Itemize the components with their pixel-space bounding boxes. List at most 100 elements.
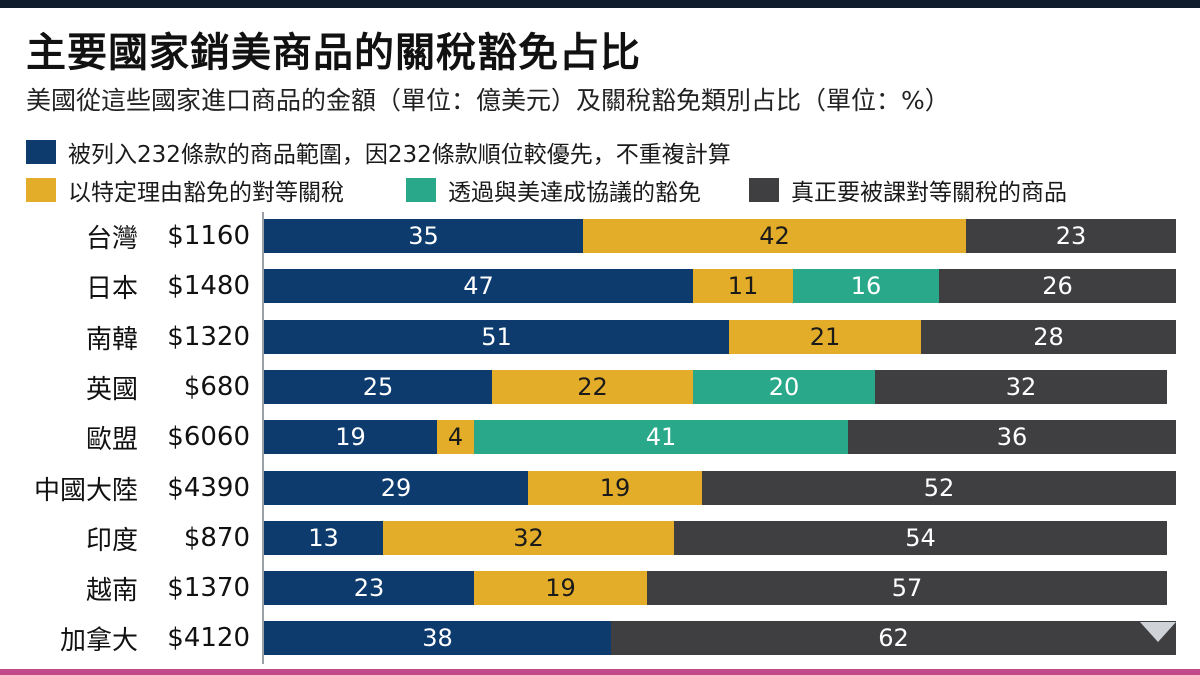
seg-specific-exemption: 22 <box>492 370 693 404</box>
broadcast-corner-mark <box>1140 622 1176 642</box>
data-label: 52 <box>923 474 955 502</box>
seg-taxed: 57 <box>647 571 1167 605</box>
legend-swatch-232 <box>26 140 56 164</box>
country-label: 越南 <box>85 575 138 606</box>
import-amount-label: $6060 <box>167 422 250 452</box>
seg-232: 51 <box>264 320 729 354</box>
data-label: 20 <box>768 373 800 401</box>
data-label: 57 <box>891 574 923 602</box>
seg-agreement-exemption: 41 <box>474 420 848 454</box>
chart-subtitle: 美國從這些國家進口商品的金額（單位：億美元）及關稅豁免類別占比（單位：%） <box>26 86 950 115</box>
data-label: 51 <box>481 323 512 351</box>
import-amount-label: $1370 <box>167 573 250 603</box>
seg-specific-exemption: 11 <box>693 269 793 303</box>
data-label: 23 <box>1055 222 1087 250</box>
import-amount-label: $1160 <box>167 221 250 251</box>
legend-label-specific-exemption: 以特定理由豁免的對等關稅 <box>68 180 344 206</box>
seg-specific-exemption: 42 <box>583 219 966 253</box>
legend-swatch-taxed <box>749 178 779 202</box>
legend-item-taxed: 真正要被課對等關稅的商品 <box>749 173 1067 207</box>
row-label: 台灣 $1160 <box>20 219 250 254</box>
seg-taxed: 32 <box>875 370 1167 404</box>
data-label: 32 <box>1005 373 1037 401</box>
chart-title: 主要國家銷美商品的關稅豁免占比 <box>26 30 641 76</box>
seg-agreement-exemption: 16 <box>793 269 939 303</box>
seg-taxed: 36 <box>848 420 1176 454</box>
row-label: 中國大陸 $4390 <box>20 471 250 506</box>
legend-swatch-agreement-exemption <box>406 178 436 202</box>
data-label: 25 <box>362 373 394 401</box>
seg-232: 29 <box>264 471 528 505</box>
seg-232: 23 <box>264 571 474 605</box>
data-label: 4 <box>447 423 464 451</box>
data-label: 32 <box>513 524 544 552</box>
seg-taxed: 28 <box>921 320 1176 354</box>
data-label: 22 <box>577 373 608 401</box>
seg-specific-exemption: 4 <box>437 420 474 454</box>
seg-232: 19 <box>264 420 437 454</box>
data-label: 42 <box>759 222 790 250</box>
legend-item-232: 被列入232條款的商品範圍，因232條款順位較優先，不重複計算 <box>26 135 731 169</box>
country-label: 南韓 <box>85 324 138 355</box>
seg-232: 47 <box>264 269 693 303</box>
row-label: 印度 $870 <box>20 521 250 556</box>
legend-row-1: 被列入232條款的商品範圍，因232條款順位較優先，不重複計算 <box>26 135 759 169</box>
data-label: 16 <box>850 272 882 300</box>
bottom-border <box>0 669 1200 675</box>
data-label: 19 <box>335 423 366 451</box>
row-label: 日本 $1480 <box>20 269 250 304</box>
import-amount-label: $4120 <box>167 623 250 653</box>
data-label: 26 <box>1042 272 1073 300</box>
legend-label-taxed: 真正要被課對等關稅的商品 <box>791 180 1067 206</box>
data-label: 11 <box>727 272 759 300</box>
legend-item-agreement-exemption: 透過與美達成協議的豁免 <box>406 173 701 207</box>
country-label: 日本 <box>85 273 138 304</box>
row-label: 歐盟 $6060 <box>20 420 250 455</box>
data-label: 21 <box>809 323 841 351</box>
legend-swatch-specific-exemption <box>26 178 56 202</box>
seg-specific-exemption: 19 <box>474 571 647 605</box>
data-label: 19 <box>599 474 631 502</box>
seg-232: 35 <box>264 219 583 253</box>
row-label: 英國 $680 <box>20 370 250 405</box>
country-label: 印度 <box>85 525 138 556</box>
seg-specific-exemption: 19 <box>528 471 702 505</box>
data-label: 47 <box>463 272 494 300</box>
seg-232: 38 <box>264 621 611 655</box>
top-border <box>0 0 1200 8</box>
seg-taxed: 52 <box>702 471 1176 505</box>
seg-taxed: 26 <box>939 269 1176 303</box>
category-axis-line <box>262 212 264 664</box>
import-amount-label: $4390 <box>167 473 250 503</box>
import-amount-label: $1320 <box>167 322 250 352</box>
country-label: 歐盟 <box>85 424 138 455</box>
data-label: 38 <box>422 624 453 652</box>
legend-row-2: 以特定理由豁免的對等關稅 透過與美達成協議的豁免 真正要被課對等關稅的商品 <box>26 173 1095 207</box>
data-label: 28 <box>1033 323 1064 351</box>
data-label: 41 <box>645 423 677 451</box>
data-label: 13 <box>308 524 339 552</box>
legend-item-specific-exemption: 以特定理由豁免的對等關稅 <box>26 173 344 207</box>
seg-specific-exemption: 21 <box>729 320 921 354</box>
seg-agreement-exemption: 20 <box>693 370 875 404</box>
row-label: 加拿大 $4120 <box>20 621 250 656</box>
seg-232: 13 <box>264 521 383 555</box>
import-amount-label: $1480 <box>167 271 250 301</box>
seg-taxed: 62 <box>611 621 1176 655</box>
legend-label-agreement-exemption: 透過與美達成協議的豁免 <box>448 180 701 206</box>
data-label: 36 <box>996 423 1028 451</box>
country-label: 中國大陸 <box>33 475 138 506</box>
data-label: 23 <box>353 574 385 602</box>
data-label: 35 <box>408 222 439 250</box>
data-label: 19 <box>545 574 576 602</box>
seg-taxed: 23 <box>966 219 1176 253</box>
seg-232: 25 <box>264 370 492 404</box>
seg-specific-exemption: 32 <box>383 521 674 555</box>
seg-taxed: 54 <box>674 521 1167 555</box>
import-amount-label: $870 <box>183 523 250 553</box>
country-label: 加拿大 <box>59 625 138 656</box>
row-label: 越南 $1370 <box>20 571 250 606</box>
data-label: 54 <box>905 524 936 552</box>
country-label: 台灣 <box>85 223 138 254</box>
import-amount-label: $680 <box>183 372 250 402</box>
